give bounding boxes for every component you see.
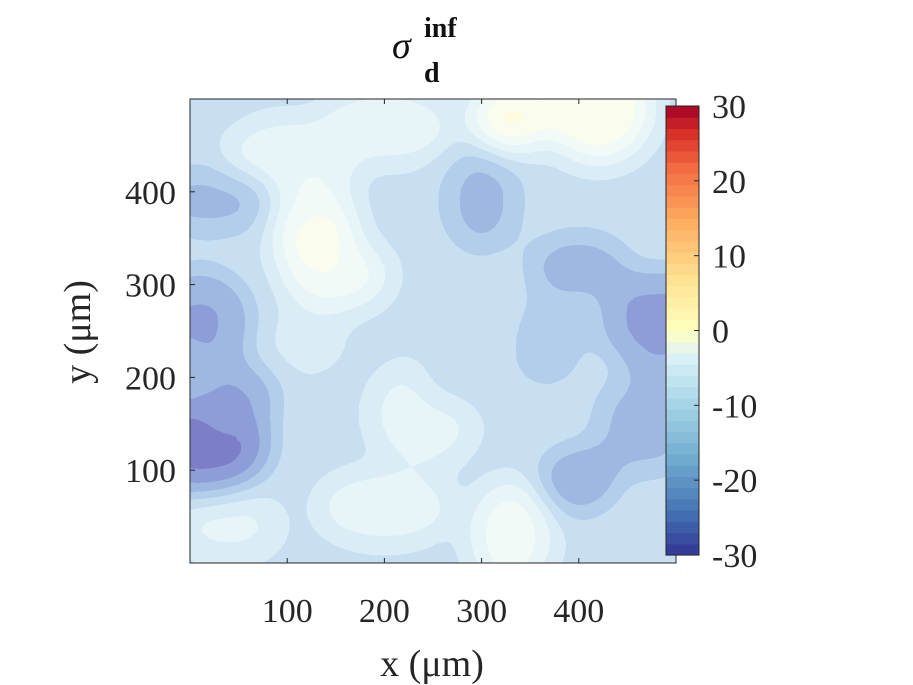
colorbar-level: [666, 150, 699, 163]
field-blob: [600, 269, 676, 375]
x-axis-label: x (μm): [380, 643, 484, 685]
x-axis-ticks: 100 200 300 400: [262, 99, 604, 630]
field-blob: [594, 371, 676, 477]
colorbar-level: [666, 397, 699, 410]
y-axis-label: y (μm): [57, 280, 99, 384]
colorbar-ticks: 30 20 10 0 -10 -20 -30: [694, 89, 757, 575]
colorbar-level: [666, 128, 699, 141]
colorbar-level: [666, 375, 699, 388]
colorbar-level: [666, 364, 699, 376]
field-blob: [190, 269, 253, 375]
chart-title: σ inf d: [392, 13, 457, 89]
y-tick-label: 400: [125, 175, 176, 212]
colorbar-level: [666, 106, 699, 118]
x-tick-label: 200: [359, 593, 410, 630]
colorbar-tick-label: -20: [712, 463, 757, 500]
y-tick-label: 300: [125, 268, 176, 305]
field-blob: [471, 99, 550, 151]
colorbar-level: [666, 409, 699, 421]
field-blob: [442, 148, 521, 254]
title-subscript: d: [424, 58, 440, 89]
x-tick-label: 300: [456, 593, 507, 630]
x-tick-label: 100: [262, 593, 313, 630]
field-blob: [190, 168, 276, 235]
colorbar-level: [666, 229, 699, 242]
colorbar-level: [666, 476, 699, 489]
colorbar-level: [666, 139, 699, 152]
colorbar-level: [666, 319, 699, 332]
heatmap-area: [189, 98, 677, 564]
field-blob: [199, 362, 278, 430]
field-blob: [545, 99, 651, 161]
colorbar-level: [666, 498, 699, 511]
colorbar-level: [666, 184, 699, 197]
colorbar-level: [666, 521, 699, 534]
colorbar-tick-label: 20: [712, 164, 746, 201]
colorbar-level: [666, 263, 699, 275]
colorbar-tick-label: 30: [712, 89, 746, 126]
y-tick-label: 200: [125, 360, 176, 397]
field-blob: [526, 232, 632, 300]
field-blob: [318, 474, 451, 541]
field-blob: [318, 99, 451, 160]
y-axis-ticks: 100 200 300 400: [125, 175, 676, 490]
y-tick-label: 100: [125, 453, 176, 490]
colorbar-level: [666, 543, 699, 556]
colorbar-level: [666, 195, 699, 208]
x-tick-label: 400: [553, 593, 604, 630]
colorbar-level: [666, 510, 699, 522]
colorbar-level: [666, 386, 699, 399]
colorbar-level: [666, 431, 699, 444]
title-superscript: inf: [424, 13, 457, 44]
field-blob: [283, 242, 389, 309]
title-symbol: σ: [392, 25, 412, 67]
colorbar-tick-label: -10: [712, 388, 757, 425]
colorbar-tick-label: 10: [712, 239, 746, 276]
colorbar-level: [666, 330, 699, 343]
field-blob: [539, 446, 618, 513]
colorbar-scale: [666, 106, 699, 556]
field-blob: [190, 492, 282, 559]
colorbar-level: [666, 251, 699, 264]
colorbar-level: [666, 207, 699, 219]
colorbar-level: [666, 532, 699, 545]
colorbar-level: [666, 442, 699, 455]
colorbar-level: [666, 352, 699, 365]
colorbar-level: [666, 296, 699, 309]
field-blob: [510, 287, 589, 393]
heatmap-field: [190, 99, 676, 563]
colorbar-level: [666, 453, 699, 466]
field-blob: [267, 307, 346, 374]
colorbar-level: [666, 341, 699, 354]
colorbar-level: [666, 274, 699, 287]
colorbar: 30 20 10 0 -10 -20 -30: [665, 89, 757, 575]
colorbar-level: [666, 173, 699, 186]
colorbar-level: [666, 285, 699, 298]
colorbar-level: [666, 218, 699, 231]
colorbar-level: [666, 308, 699, 320]
colorbar-level: [666, 240, 699, 253]
colorbar-tick-label: -30: [712, 538, 757, 575]
colorbar-level: [666, 162, 699, 174]
colorbar-tick-label: 0: [712, 314, 729, 351]
colorbar-level: [666, 117, 699, 130]
colorbar-level: [666, 465, 699, 478]
colorbar-level: [666, 487, 699, 500]
field-blob: [471, 482, 550, 563]
colorbar-level: [666, 420, 699, 433]
